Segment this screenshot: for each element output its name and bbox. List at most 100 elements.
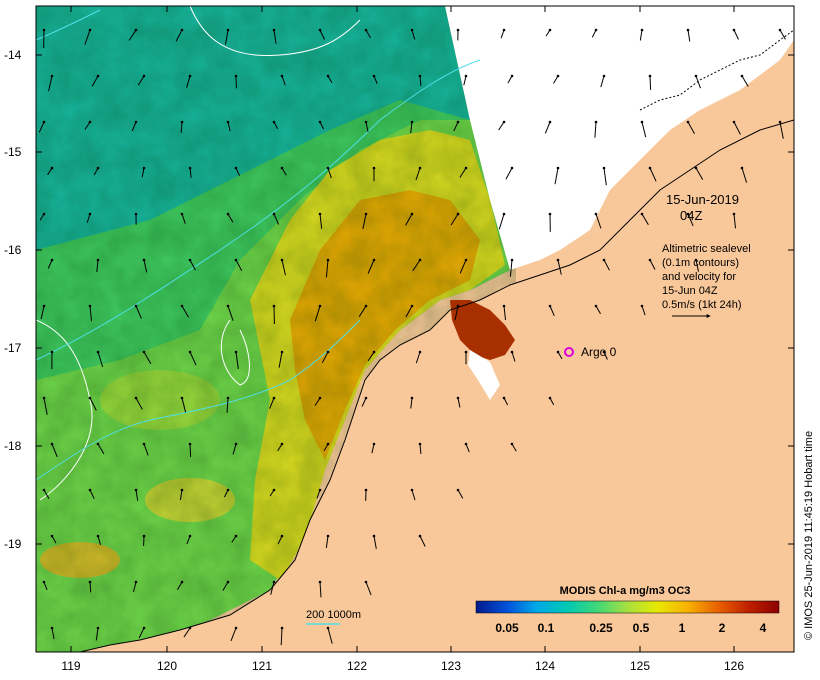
velocity-arrow-origin bbox=[556, 350, 560, 354]
velocity-arrow bbox=[189, 259, 196, 271]
velocity-arrow-origin bbox=[410, 396, 414, 400]
velocity-arrow bbox=[649, 167, 657, 182]
velocity-arrow-origin bbox=[686, 212, 690, 216]
velocity-arrow-origin bbox=[464, 166, 468, 170]
velocity-arrow bbox=[453, 121, 459, 132]
velocity-arrow-origin bbox=[318, 488, 322, 492]
velocity-arrow bbox=[235, 167, 240, 176]
velocity-arrow-origin bbox=[318, 580, 322, 584]
velocity-arrow-origin bbox=[226, 488, 230, 492]
velocity-arrow bbox=[641, 305, 646, 316]
velocity-arrow-origin bbox=[502, 120, 506, 124]
velocity-arrow-origin bbox=[134, 580, 138, 584]
velocity-arrow-origin bbox=[410, 488, 414, 492]
velocity-arrow bbox=[43, 581, 48, 591]
velocity-arrow bbox=[51, 627, 55, 640]
velocity-arrow bbox=[371, 443, 375, 454]
velocity-arrow bbox=[186, 535, 191, 545]
velocity-arrow-origin bbox=[226, 304, 230, 308]
velocity-arrow bbox=[507, 75, 513, 84]
cloud-region bbox=[445, 6, 794, 270]
legend-line4: 15-Jun 04Z bbox=[662, 285, 718, 297]
velocity-arrow-origin bbox=[326, 350, 330, 354]
velocity-arrow-origin bbox=[280, 534, 284, 538]
velocity-arrow bbox=[47, 259, 53, 269]
lon-tick-label: 123 bbox=[441, 659, 461, 673]
velocity-arrow-origin bbox=[372, 350, 376, 354]
coastline bbox=[79, 119, 794, 652]
bathymetry-label: 200 1000m bbox=[306, 609, 361, 621]
velocity-arrow-origin bbox=[142, 166, 146, 170]
velocity-arrow bbox=[594, 121, 597, 138]
velocity-arrow bbox=[48, 75, 53, 92]
legend-line3: and velocity for bbox=[662, 271, 736, 283]
velocity-arrow bbox=[411, 489, 416, 501]
velocity-arrow bbox=[367, 351, 375, 362]
velocity-arrow bbox=[314, 305, 321, 322]
velocity-arrow bbox=[278, 351, 283, 368]
velocity-arrow bbox=[319, 213, 323, 229]
velocity-arrow-origin bbox=[88, 212, 92, 216]
velocity-arrow-origin bbox=[778, 28, 782, 32]
colorbar: MODIS Chl-a mg/m3 OC3 0.05 0.1 0.25 0.5 … bbox=[475, 585, 780, 635]
velocity-arrow bbox=[181, 305, 190, 318]
velocity-arrow bbox=[281, 75, 286, 86]
velocity-arrow-origin bbox=[280, 350, 284, 354]
velocity-arrow bbox=[603, 167, 607, 186]
velocity-arrow-origin bbox=[594, 304, 598, 308]
velocity-arrow-origin bbox=[134, 304, 138, 308]
velocity-arrow-origin bbox=[418, 258, 422, 262]
plot-frame bbox=[35, 5, 795, 653]
velocity-arrow bbox=[281, 259, 286, 276]
velocity-arrow bbox=[319, 29, 325, 40]
velocity-arrow-origin bbox=[648, 74, 652, 78]
velocity-arrow-origin bbox=[180, 488, 184, 492]
velocity-arrow-origin bbox=[548, 396, 552, 400]
velocity-arrow-origin bbox=[640, 28, 644, 32]
sealevel-contours bbox=[36, 6, 361, 501]
velocity-arrow bbox=[91, 75, 99, 87]
velocity-arrow bbox=[498, 213, 505, 230]
velocity-arrow-origin bbox=[142, 74, 146, 78]
velocity-arrow-origin bbox=[188, 166, 192, 170]
velocity-arrow-origin bbox=[510, 350, 514, 354]
velocity-arrow-origin bbox=[640, 212, 644, 216]
velocity-arrow bbox=[97, 535, 101, 546]
velocity-arrow-origin bbox=[364, 120, 368, 124]
lat-tick-label: -14 bbox=[4, 48, 22, 62]
velocity-arrow bbox=[141, 167, 145, 178]
velocity-arrow bbox=[235, 259, 243, 272]
velocity-arrow bbox=[232, 443, 237, 455]
lat-tick-label: -17 bbox=[4, 341, 22, 355]
velocity-arrow bbox=[321, 351, 329, 364]
velocity-arrow-origin bbox=[418, 442, 422, 446]
velocity-arrow-origin bbox=[418, 534, 422, 538]
velocity-arrow-origin bbox=[226, 580, 230, 584]
velocity-arrow-origin bbox=[180, 396, 184, 400]
velocity-arrow-origin bbox=[418, 166, 422, 170]
lat-axis: -14 -15 -16 -17 -18 -19 bbox=[4, 48, 794, 551]
velocity-arrow bbox=[186, 75, 191, 88]
velocity-arrow-origin bbox=[464, 74, 468, 78]
lon-tick-label: 121 bbox=[252, 659, 272, 673]
velocity-arrow bbox=[687, 121, 695, 135]
velocity-arrows bbox=[38, 28, 786, 646]
velocity-arrow bbox=[410, 397, 413, 409]
velocity-arrow-origin bbox=[188, 258, 192, 262]
velocity-arrow bbox=[96, 259, 99, 273]
colorbar-gradient bbox=[475, 600, 780, 614]
velocity-arrow-origin bbox=[464, 350, 468, 354]
velocity-arrow-origin bbox=[318, 396, 322, 400]
velocity-arrow bbox=[361, 397, 367, 407]
velocity-arrow bbox=[733, 121, 741, 135]
velocity-arrow-origin bbox=[372, 74, 376, 78]
velocity-arrow bbox=[179, 489, 183, 501]
velocity-arrow-origin bbox=[640, 120, 644, 124]
velocity-arrow bbox=[280, 627, 283, 646]
velocity-arrow-origin bbox=[510, 258, 514, 262]
velocity-arrow-origin bbox=[50, 350, 54, 354]
velocity-arrow bbox=[89, 489, 95, 500]
velocity-arrow bbox=[40, 305, 45, 320]
velocity-arrow bbox=[415, 351, 421, 364]
velocity-arrow-origin bbox=[456, 396, 460, 400]
